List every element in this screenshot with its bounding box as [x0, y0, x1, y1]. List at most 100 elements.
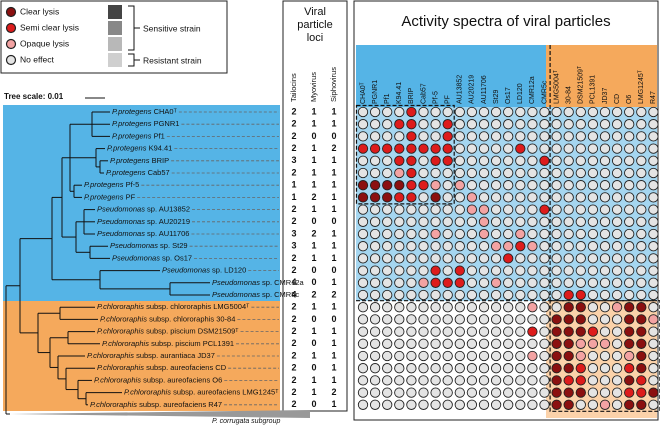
lysis-dot [430, 204, 441, 215]
tree-scale: Tree scale: 0.01 [4, 92, 64, 101]
lysis-dot [418, 155, 429, 166]
strain-label: P.protegens K94.41 [107, 144, 172, 153]
lysis-dot [636, 131, 647, 142]
lysis-dot [515, 119, 526, 130]
lysis-dot [503, 204, 514, 215]
column-label: AU20219 [469, 75, 476, 104]
lysis-dot [442, 314, 453, 325]
lysis-dot [382, 143, 393, 154]
lysis-dot [575, 167, 586, 179]
lysis-dot [539, 119, 550, 130]
loci-value: 2 [291, 167, 296, 177]
lysis-dot [527, 180, 538, 191]
lysis-dot [599, 155, 611, 166]
lysis-dot [648, 216, 659, 227]
loci-header: Siphovirus [329, 67, 338, 102]
loci-value: 1 [311, 180, 316, 190]
lysis-dot [563, 241, 574, 252]
lysis-dot [382, 289, 393, 301]
lysis-dot [369, 265, 381, 276]
lysis-dot [636, 350, 647, 362]
lysis-dot [551, 167, 562, 179]
lysis-dot [599, 399, 611, 410]
lysis-dot [466, 155, 478, 166]
lysis-dot [599, 289, 611, 301]
lysis-dot [490, 192, 502, 203]
lysis-dot [418, 119, 429, 130]
lysis-dot [587, 363, 599, 374]
loci-value: 1 [331, 253, 336, 263]
lysis-dot [587, 265, 599, 276]
lysis-dot [575, 180, 586, 191]
strain-name: sp. AU13852 [147, 205, 190, 214]
lysis-dot [454, 302, 465, 313]
lysis-dot [442, 326, 453, 337]
lysis-dot [478, 314, 490, 325]
lysis-dot [527, 131, 538, 142]
lysis-dot [551, 155, 562, 166]
lysis-dot [357, 204, 369, 215]
lysis-dot [539, 106, 550, 118]
lysis-dot [490, 253, 502, 264]
loci-value: 0 [311, 216, 316, 226]
lysis-dot [490, 314, 502, 325]
lysis-dot [539, 314, 550, 325]
lysis-dot [611, 119, 623, 130]
lysis-dot [394, 106, 405, 118]
loci-value: 1 [311, 241, 316, 251]
lysis-dot [539, 302, 550, 313]
lysis-dot [454, 241, 465, 252]
lysis-dot [382, 155, 393, 166]
lysis-dot [357, 277, 369, 288]
lysis-dot [527, 363, 538, 374]
lysis-dot [527, 106, 538, 118]
lysis-dot [575, 265, 586, 276]
legend-swatch [5, 6, 17, 18]
lysis-dot [648, 350, 659, 362]
lysis-dot [648, 119, 659, 130]
lysis-dot [369, 167, 381, 179]
column-label: O6 [626, 95, 633, 104]
lysis-dot [442, 277, 453, 288]
lysis-dot [539, 155, 550, 166]
lysis-dot [563, 387, 574, 398]
lysis-dot [442, 363, 453, 374]
strain-label: P.protegens PF [84, 192, 136, 201]
clade-protegens-bg [3, 105, 280, 301]
lysis-dot [466, 265, 478, 276]
outgroup-clade [10, 410, 310, 418]
lysis-dot [418, 106, 429, 118]
lysis-dot [430, 241, 441, 252]
lysis-dot [636, 302, 647, 313]
lysis-dot [636, 106, 647, 118]
lysis-dot [406, 228, 417, 240]
lysis-dot [539, 216, 550, 227]
lysis-dot [442, 167, 453, 179]
loci-title: particle [297, 19, 332, 31]
lysis-dot [587, 375, 599, 386]
lysis-dot [551, 277, 562, 288]
lysis-dot [648, 363, 659, 374]
lysis-dot [466, 338, 478, 349]
lysis-dot [442, 143, 453, 154]
lysis-dot [357, 326, 369, 337]
strain-label: P.protegens CHA0ᵀ [112, 107, 178, 116]
lysis-dot [611, 204, 623, 215]
loci-value: 3 [291, 241, 296, 251]
loci-value: 4 [291, 289, 296, 299]
loci-value: 2 [331, 289, 336, 299]
lysis-dot [503, 228, 514, 240]
lysis-dot [369, 277, 381, 288]
loci-value: 2 [311, 228, 316, 238]
lysis-dot [563, 180, 574, 191]
lysis-dot [599, 338, 611, 349]
strain-name: BRIP [152, 156, 170, 165]
strain-name: subsp. aurantiaca JD37 [136, 351, 215, 360]
lysis-dot [551, 314, 562, 325]
lysis-dot [430, 326, 441, 337]
lysis-dot [418, 314, 429, 325]
strain-label: P.chlororaphis subsp. aureofaciens R47 [90, 400, 222, 409]
lysis-dot [430, 350, 441, 362]
lysis-dot [466, 350, 478, 362]
